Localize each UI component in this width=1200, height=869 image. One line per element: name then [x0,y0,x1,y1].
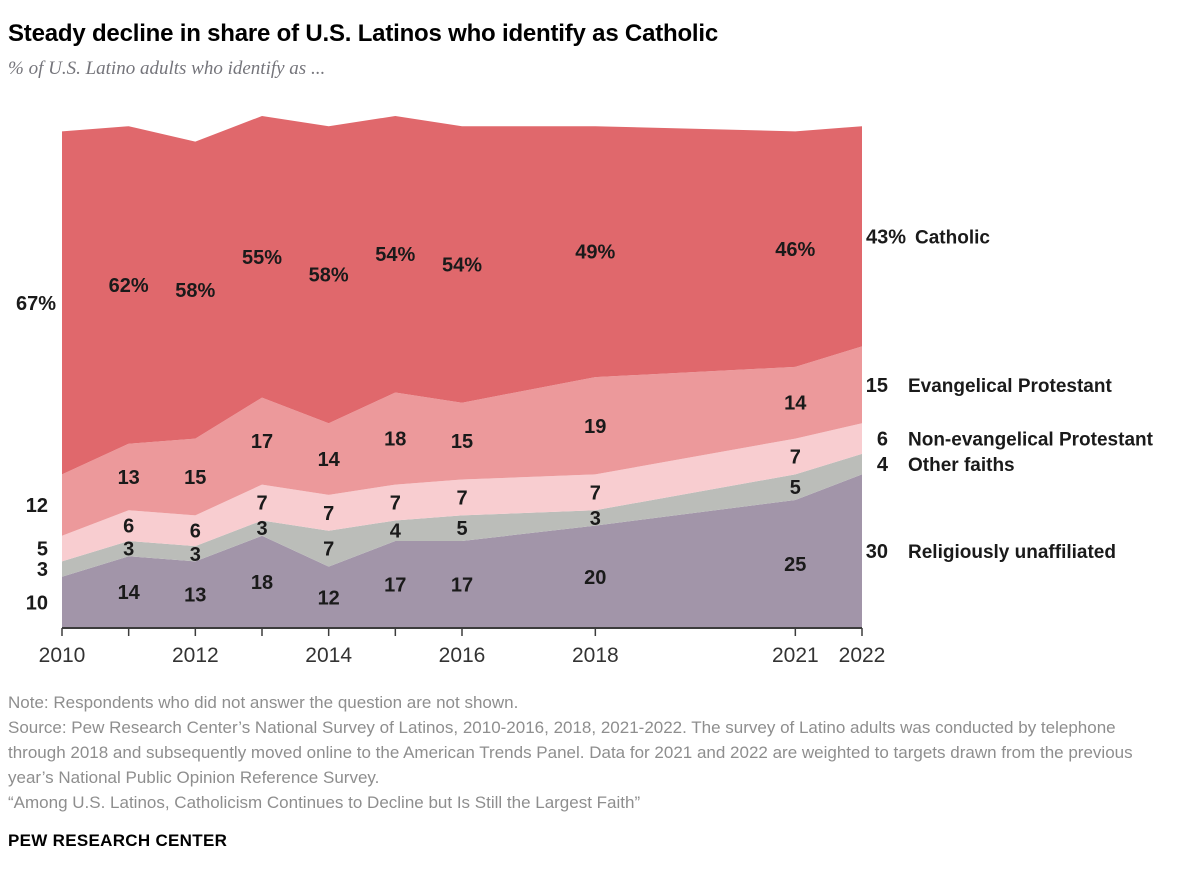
value-label: 15 [184,467,206,489]
chart-subtitle: % of U.S. Latino adults who identify as … [8,58,326,79]
area-religiously-unaffiliated [62,474,862,628]
x-axis-label: 2021 [772,644,819,667]
value-label: 15 [451,431,473,453]
end-value-label: 4 [877,454,889,476]
value-label: 17 [384,575,406,597]
value-label: 25 [784,554,806,576]
end-value-label: 6 [877,429,888,451]
value-label: 7 [323,539,334,561]
start-value-label: 10 [26,592,48,614]
chart-footer: Note: Respondents who did not answer the… [8,690,1153,853]
value-label: 3 [123,539,134,561]
area-catholic [62,116,862,475]
start-value-label: 67% [16,293,56,315]
x-axis-label: 2022 [839,644,886,667]
value-label: 7 [790,447,801,469]
end-value-label: 15 [866,375,888,397]
end-value-label: 30 [866,541,888,563]
value-label: 20 [584,567,606,589]
area-non-evangelical-protestant [62,423,862,562]
series-name-label: Religiously unaffiliated [908,542,1116,563]
x-axis-label: 2010 [39,644,86,667]
value-label: 7 [456,487,467,509]
value-label: 14 [784,393,807,415]
value-label: 13 [184,585,206,607]
value-label: 3 [590,508,601,530]
value-label: 7 [390,493,401,515]
area-evangelical-protestant [62,346,862,536]
value-label: 62% [109,275,149,297]
value-label: 18 [384,429,406,451]
value-label: 19 [584,416,606,438]
value-label: 6 [123,516,134,538]
value-label: 17 [251,431,273,453]
value-label: 7 [323,503,334,525]
value-label: 5 [456,518,467,540]
note-text: Note: Respondents who did not answer the… [8,693,519,712]
value-label: 54% [442,255,482,277]
x-axis-label: 2016 [439,644,486,667]
value-label: 14 [318,449,341,471]
x-axis-label: 2018 [572,644,619,667]
value-label: 46% [775,239,815,261]
report-title-text: “Among U.S. Latinos, Catholicism Continu… [8,793,641,812]
value-label: 58% [309,265,349,287]
value-label: 4 [390,521,402,543]
value-label: 58% [175,280,215,302]
series-name-label: Other faiths [908,455,1015,476]
series-name-label: Evangelical Protestant [908,376,1112,397]
value-label: 12 [318,587,340,609]
start-value-label: 3 [37,559,48,581]
brand-name: PEW RESEARCH CENTER [8,831,228,850]
start-value-label: 5 [37,539,48,561]
value-label: 49% [575,242,615,264]
value-label: 7 [590,482,601,504]
source-text: Source: Pew Research Center’s National S… [8,718,1133,787]
series-name-label: Catholic [915,227,990,248]
value-label: 7 [256,493,267,515]
chart-title: Steady decline in share of U.S. Latinos … [8,20,719,47]
value-label: 55% [242,247,282,269]
x-axis-label: 2014 [305,644,352,667]
value-label: 14 [118,582,141,604]
value-label: 3 [190,544,201,566]
value-label: 54% [375,244,415,266]
value-label: 3 [256,518,267,540]
end-value-label: 43% [866,226,906,248]
x-axis-label: 2012 [172,644,219,667]
value-label: 6 [190,521,201,543]
value-label: 17 [451,575,473,597]
value-label: 13 [118,467,140,489]
start-value-label: 12 [26,495,48,517]
value-label: 5 [790,477,801,499]
series-name-label: Non-evangelical Protestant [908,430,1154,451]
value-label: 18 [251,572,273,594]
